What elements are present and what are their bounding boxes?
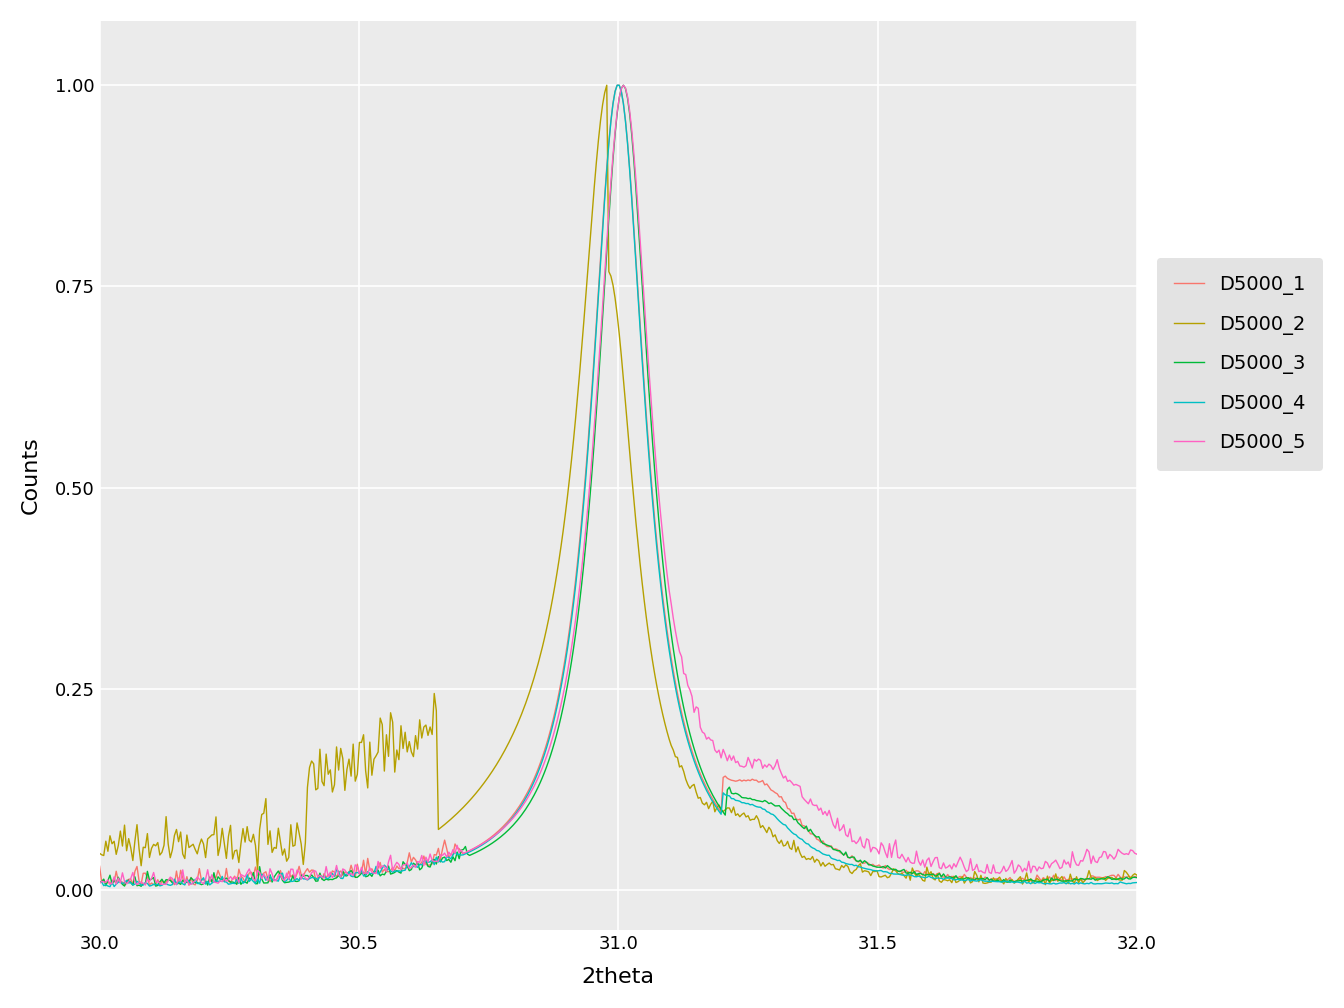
- D5000_5: [593, 332, 609, 344]
- D5000_5: [91, 877, 108, 889]
- Line: D5000_1: D5000_1: [99, 86, 1137, 885]
- Legend: D5000_1, D5000_2, D5000_3, D5000_4, D5000_5: D5000_1, D5000_2, D5000_3, D5000_4, D500…: [1157, 258, 1322, 471]
- D5000_1: [609, 80, 625, 92]
- D5000_4: [1107, 878, 1124, 890]
- D5000_1: [152, 879, 168, 891]
- D5000_1: [714, 806, 730, 818]
- D5000_1: [946, 871, 962, 883]
- D5000_5: [657, 550, 673, 562]
- D5000_2: [1129, 869, 1145, 881]
- D5000_5: [616, 80, 632, 92]
- D5000_5: [946, 858, 962, 870]
- D5000_3: [133, 880, 149, 892]
- D5000_3: [1129, 872, 1145, 884]
- D5000_5: [1107, 850, 1124, 862]
- Line: D5000_4: D5000_4: [99, 86, 1137, 887]
- D5000_2: [91, 847, 108, 859]
- D5000_3: [91, 876, 108, 888]
- D5000_4: [593, 256, 609, 268]
- D5000_3: [1107, 874, 1124, 886]
- D5000_5: [586, 421, 602, 433]
- D5000_2: [711, 799, 727, 811]
- D5000_4: [609, 80, 625, 92]
- D5000_4: [946, 874, 962, 886]
- D5000_3: [593, 344, 609, 356]
- Line: D5000_2: D5000_2: [99, 86, 1137, 885]
- D5000_4: [586, 354, 602, 366]
- D5000_1: [657, 609, 673, 621]
- D5000_2: [598, 80, 614, 92]
- D5000_5: [1129, 848, 1145, 860]
- D5000_2: [1038, 879, 1054, 891]
- Y-axis label: Counts: Counts: [22, 436, 40, 514]
- D5000_2: [585, 207, 601, 219]
- D5000_4: [102, 881, 118, 893]
- D5000_1: [1107, 872, 1124, 884]
- D5000_2: [655, 709, 671, 721]
- D5000_1: [1129, 871, 1145, 883]
- D5000_2: [943, 877, 960, 889]
- D5000_1: [91, 860, 108, 872]
- D5000_3: [616, 80, 632, 92]
- D5000_1: [586, 348, 602, 360]
- D5000_3: [657, 577, 673, 589]
- D5000_3: [946, 872, 962, 884]
- Line: D5000_5: D5000_5: [99, 86, 1137, 885]
- D5000_4: [657, 614, 673, 626]
- D5000_4: [91, 877, 108, 889]
- D5000_2: [590, 134, 606, 146]
- D5000_3: [714, 803, 730, 815]
- D5000_2: [1107, 872, 1124, 884]
- D5000_3: [586, 435, 602, 448]
- D5000_5: [137, 879, 153, 891]
- D5000_4: [1129, 877, 1145, 889]
- X-axis label: 2theta: 2theta: [582, 967, 655, 987]
- D5000_4: [714, 808, 730, 821]
- D5000_1: [593, 252, 609, 264]
- D5000_5: [714, 752, 730, 764]
- Line: D5000_3: D5000_3: [99, 86, 1137, 886]
